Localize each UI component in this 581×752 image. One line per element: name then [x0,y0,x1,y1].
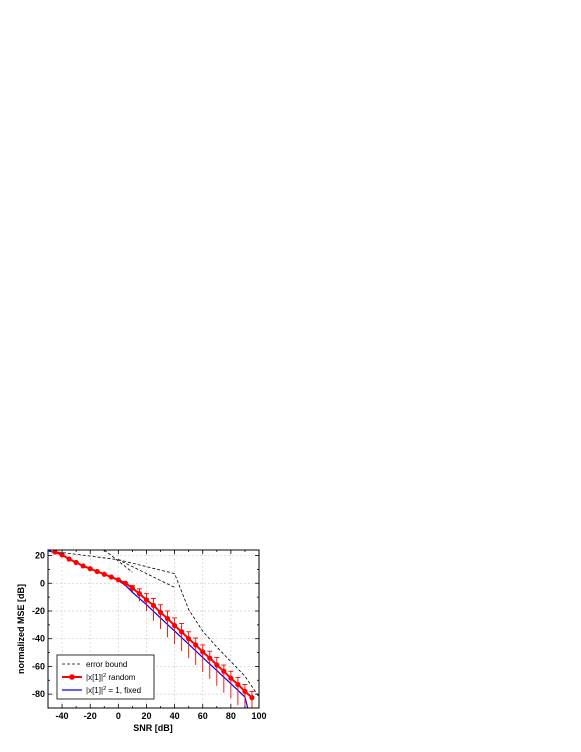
random-point [221,668,227,674]
random-point [172,622,178,629]
random-point [157,609,164,615]
y-tick-labels: 20 0 -20 -40 -60 -80 [32,551,45,700]
plot-frame [47,549,260,709]
random-point [52,549,58,555]
legend-label-random-post: random [106,673,136,682]
error-bound-series [47,549,260,698]
error-bound-line [104,549,133,573]
y-tick-label: 0 [40,578,45,588]
x-tick-label: 100 [251,711,266,721]
y-tick-label: 20 [35,551,45,561]
y-axis-title: normalized MSE [dB] [16,584,26,674]
random-point [136,591,143,597]
random-point [59,552,65,558]
x-tick-label: 60 [198,711,208,721]
random-point [200,649,206,655]
x-tick-label: -40 [56,711,69,721]
random-point [66,556,72,562]
random-point [249,695,255,701]
legend-label-random: |x[1]|2 random [86,673,136,682]
random-point [179,629,185,635]
random-point [122,580,128,586]
y-tick-label: -40 [32,634,45,644]
random-point [129,585,135,591]
random-point [186,636,192,642]
random-point [101,571,107,577]
x-tick-label: 40 [170,711,180,721]
legend-label-fixed-pre: |x[1]| [86,686,103,695]
random-point [193,642,199,648]
x-tick-label: 20 [141,711,151,721]
error-bound-line [118,559,260,698]
x-tick-labels: -40 -20 0 20 40 60 80 100 [56,711,267,721]
x-tick-label: 0 [116,711,121,721]
random-point [150,602,157,609]
legend-label-random-sup: 2 [103,673,106,679]
random-point [214,662,220,668]
legend-marker-random [69,674,75,680]
x-tick-label: -20 [84,711,97,721]
y-tick-label: -20 [32,606,45,616]
random-point [242,688,248,694]
random-point [108,574,114,580]
legend-label-fixed-post: = 1, fixed [106,686,141,695]
legend-label-random-pre: |x[1]| [86,673,103,682]
random-point [164,616,171,622]
random-series [52,549,255,708]
legend-label-error-bound: error bound [86,660,127,669]
random-point [94,568,100,575]
random-point [80,563,86,569]
random-point [73,559,79,566]
random-point [87,566,93,572]
random-point [143,597,150,603]
legend-label-fixed: |x[1]|2 = 1, fixed [86,686,141,695]
x-tick-label: 80 [226,711,236,721]
y-tick-label: -60 [32,661,45,671]
y-tick-label: -80 [32,689,45,699]
legend-label-fixed-sup: 2 [103,686,106,692]
random-point [207,655,213,661]
legend: error bound |x[1]|2 random |x[1]|2 = 1, … [56,654,155,700]
x-axis-title: SNR [dB] [133,723,173,733]
random-point [228,675,234,681]
axis-ticks [47,550,260,709]
random-point [115,577,121,583]
random-point [235,681,241,688]
